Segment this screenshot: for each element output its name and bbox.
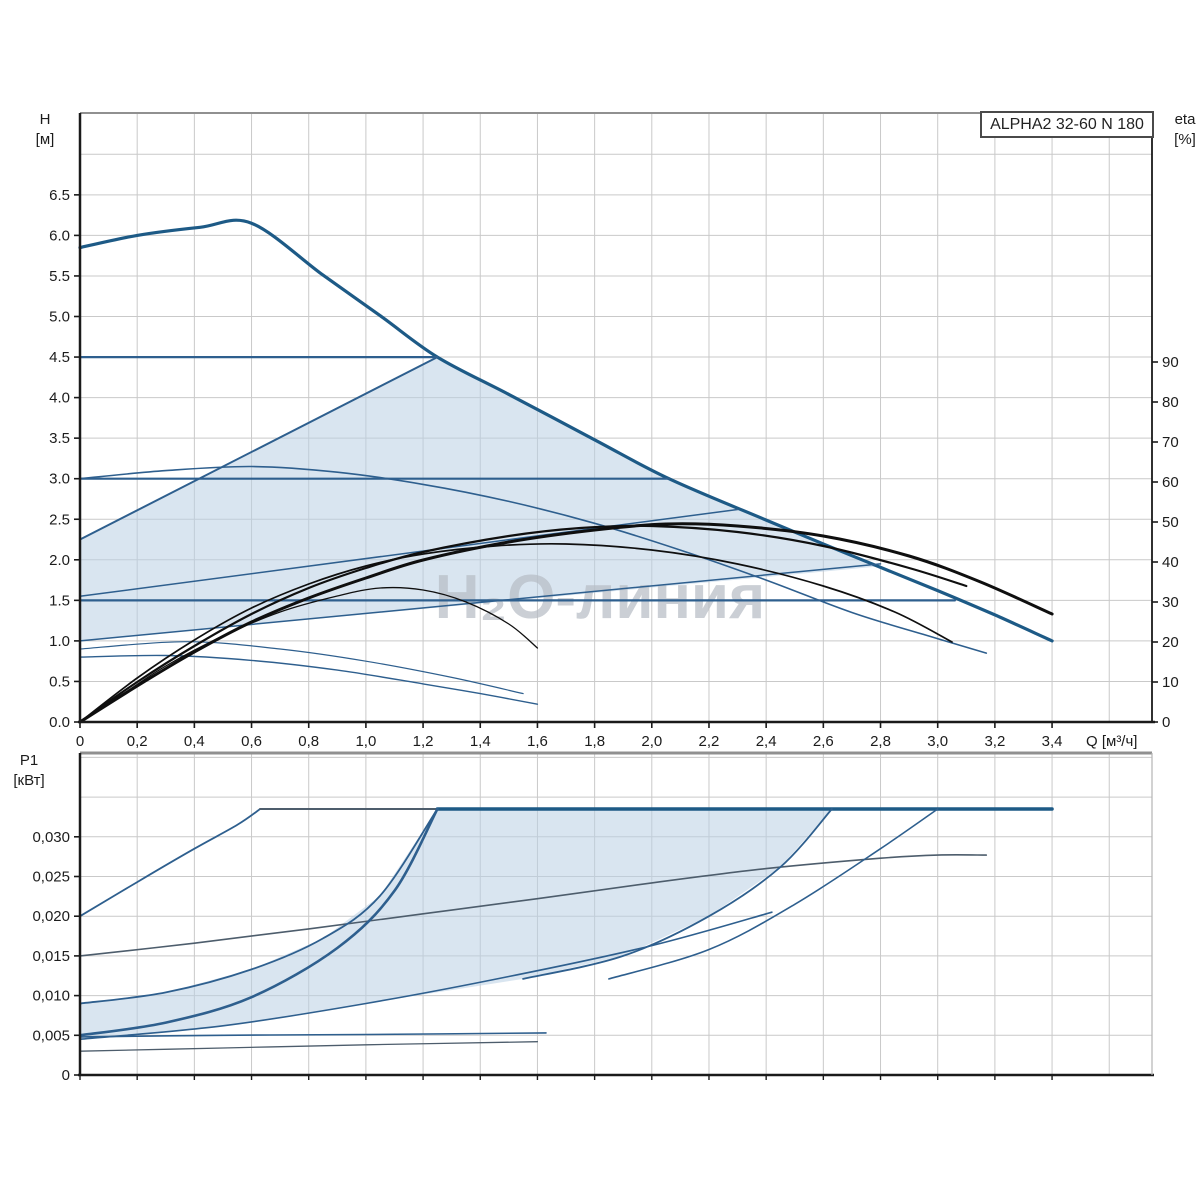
pump-curve-speed-i-upper bbox=[79, 641, 524, 695]
watermark-text: Н₂О-линия bbox=[435, 563, 765, 632]
head-axis-title-unit: [м] bbox=[35, 131, 55, 148]
head-tick-label: 2.0 bbox=[49, 552, 70, 569]
power-axis-title: P1 [кВт] bbox=[6, 751, 52, 791]
power-axis-title-symbol: P1 bbox=[19, 752, 39, 769]
prop-pressure-max-line bbox=[79, 356, 439, 541]
curves-layer bbox=[78, 218, 1054, 1052]
power-curve-speed-iii-rise bbox=[79, 808, 261, 918]
head-tick-label: 4.5 bbox=[49, 349, 70, 366]
efficiency-axis-title-unit: [%] bbox=[1174, 131, 1196, 148]
head-tick-label: 0.5 bbox=[49, 673, 70, 690]
head-tick-label: 3.0 bbox=[49, 471, 70, 488]
power-boundary-right-2 bbox=[608, 808, 939, 980]
flow-tick-label: 2,0 bbox=[641, 733, 662, 750]
gridlines-layer bbox=[80, 113, 1152, 1075]
power-prop-max bbox=[79, 808, 439, 1005]
flow-tick-label: 2,8 bbox=[870, 733, 891, 750]
flow-tick-label: 1,8 bbox=[584, 733, 605, 750]
power-curve-speed-i bbox=[79, 1032, 547, 1038]
flow-tick-label: 0,2 bbox=[127, 733, 148, 750]
power-tick-label: 0,025 bbox=[32, 869, 70, 886]
head-axis-title: H [м] bbox=[22, 110, 68, 150]
flow-tick-label: 0 bbox=[76, 733, 84, 750]
chart-title-box: ALPHA2 32-60 N 180 bbox=[980, 111, 1154, 138]
head-tick-label: 1.0 bbox=[49, 633, 70, 650]
flow-tick-label: 3,2 bbox=[984, 733, 1005, 750]
efficiency-tick-label: 0 bbox=[1162, 714, 1170, 731]
flow-tick-label: 0,4 bbox=[184, 733, 205, 750]
efficiency-tick-label: 10 bbox=[1162, 674, 1179, 691]
efficiency-axis-title-symbol: eta bbox=[1174, 111, 1196, 128]
head-tick-label: 4.0 bbox=[49, 390, 70, 407]
head-tick-label: 5.5 bbox=[49, 268, 70, 285]
flow-tick-label: 0,8 bbox=[298, 733, 319, 750]
head-tick-label: 6.5 bbox=[49, 187, 70, 204]
head-tick-label: 5.0 bbox=[49, 309, 70, 326]
flow-axis-unit-label: Q [м³/ч] bbox=[1086, 733, 1137, 750]
head-tick-label: 3.5 bbox=[49, 430, 70, 447]
efficiency-curve-speed-iii-b bbox=[78, 524, 968, 724]
power-tick-label: 0,015 bbox=[32, 948, 70, 965]
efficiency-axis-title: eta [%] bbox=[1162, 110, 1200, 150]
flow-tick-label: 1,0 bbox=[355, 733, 376, 750]
power-curve-speed-ii bbox=[79, 854, 988, 957]
efficiency-tick-label: 80 bbox=[1162, 394, 1179, 411]
efficiency-tick-label: 50 bbox=[1162, 514, 1179, 531]
flow-tick-label: 3,0 bbox=[927, 733, 948, 750]
efficiency-curve-speed-i bbox=[79, 586, 539, 723]
axes-layer bbox=[74, 112, 1158, 1080]
power-tick-label: 0,010 bbox=[32, 988, 70, 1005]
flow-tick-label: 3,4 bbox=[1042, 733, 1063, 750]
prop-pressure-mid-line bbox=[79, 508, 739, 598]
efficiency-tick-label: 30 bbox=[1162, 594, 1179, 611]
flow-tick-label: 2,2 bbox=[699, 733, 720, 750]
flow-tick-label: 1,6 bbox=[527, 733, 548, 750]
head-tick-label: 0.0 bbox=[49, 714, 70, 731]
efficiency-tick-label: 40 bbox=[1162, 554, 1179, 571]
efficiency-curve-speed-iii bbox=[78, 522, 1054, 724]
head-tick-label: 1.5 bbox=[49, 592, 70, 609]
power-prop-min bbox=[79, 911, 773, 1041]
efficiency-tick-label: 90 bbox=[1162, 354, 1179, 371]
efficiency-tick-label: 20 bbox=[1162, 634, 1179, 651]
pump-curve-speed-ii bbox=[79, 465, 988, 654]
efficiency-tick-label: 70 bbox=[1162, 434, 1179, 451]
head-axis-title-symbol: H bbox=[39, 111, 51, 128]
flow-tick-label: 2,6 bbox=[813, 733, 834, 750]
efficiency-tick-label: 60 bbox=[1162, 474, 1179, 491]
power-tick-label: 0,020 bbox=[32, 908, 70, 925]
power-axis-title-unit: [кВт] bbox=[13, 772, 45, 789]
head-tick-label: 6.0 bbox=[49, 227, 70, 244]
head-tick-label: 2.5 bbox=[49, 511, 70, 528]
power-curve-min bbox=[79, 1041, 539, 1052]
pump-curve-speed-i bbox=[79, 654, 539, 705]
flow-tick-label: 1,4 bbox=[470, 733, 491, 750]
power-tick-label: 0,005 bbox=[32, 1027, 70, 1044]
flow-tick-label: 2,4 bbox=[756, 733, 777, 750]
power-boundary-right bbox=[522, 808, 833, 980]
power-prop-max-b bbox=[78, 807, 439, 1037]
flow-tick-label: 1,2 bbox=[413, 733, 434, 750]
pump-curve-speed-iii bbox=[78, 218, 1054, 643]
power-tick-label: 0 bbox=[62, 1067, 70, 1084]
tick-labels-layer: 0 0,2 0,4 0,6 0,8 1,0 1,2 1,4 1,6 1,8 2,0 2,2 2,4 2,6… bbox=[32, 187, 1178, 1084]
flow-tick-label: 0,6 bbox=[241, 733, 262, 750]
autoadapt-power-range bbox=[80, 809, 832, 1040]
power-tick-label: 0,030 bbox=[32, 829, 70, 846]
efficiency-curve-speed-ii bbox=[79, 542, 953, 723]
